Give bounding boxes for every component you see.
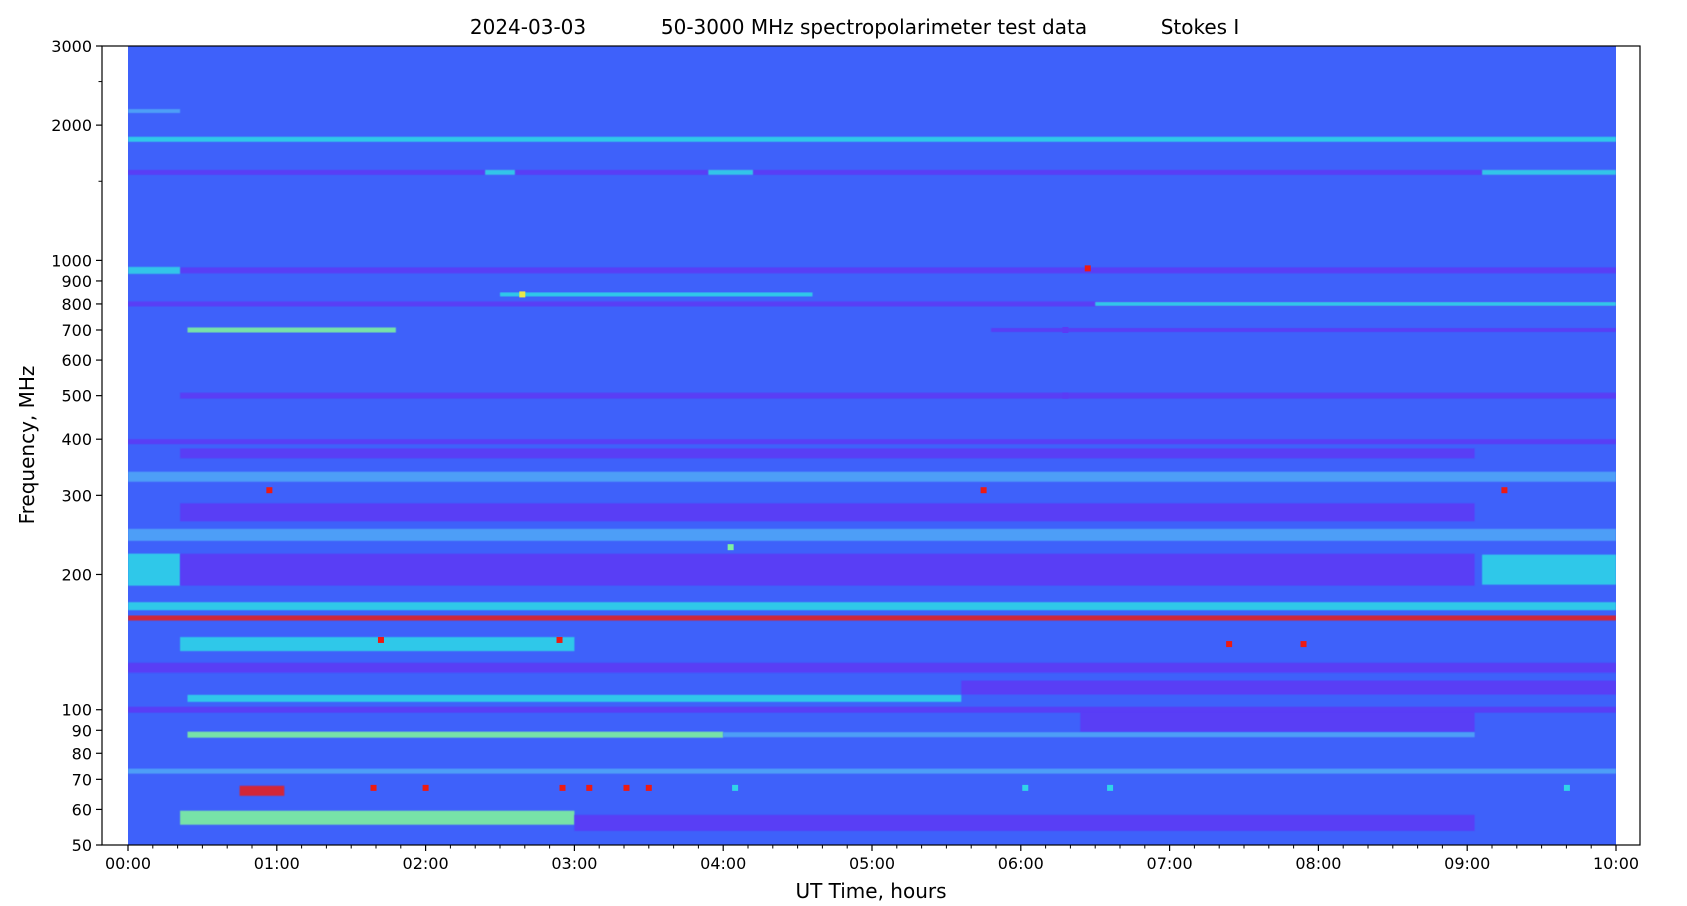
spectrogram-band — [961, 680, 1616, 695]
spectrogram-bands — [128, 109, 1616, 831]
spectrogram-spot — [1022, 784, 1029, 791]
y-tick-label: 800 — [61, 295, 92, 314]
y-axis-label: Frequency, MHz — [15, 366, 39, 525]
spectrogram-spot — [1062, 392, 1069, 399]
spectrogram-spot — [370, 784, 377, 791]
y-tick-label: 1000 — [51, 251, 92, 270]
spectrogram-band — [128, 662, 1616, 673]
spectrogram-band — [187, 694, 962, 702]
spectrogram-spot — [727, 544, 734, 551]
spectrogram-spot — [623, 784, 630, 791]
spectrogram-band — [180, 553, 1475, 586]
spectrogram-band — [991, 327, 1616, 332]
spectrogram-band — [128, 439, 1616, 445]
y-tick-label: 3000 — [51, 37, 92, 56]
spectrogram-band — [128, 553, 181, 586]
x-axis-label: UT Time, hours — [795, 879, 946, 903]
x-tick-label: 04:00 — [700, 854, 746, 873]
y-tick-label: 700 — [61, 321, 92, 340]
y-tick-label: 80 — [72, 744, 92, 763]
spectrogram-band — [187, 327, 396, 333]
y-tick-label: 100 — [61, 701, 92, 720]
x-tick-label: 10:00 — [1593, 854, 1639, 873]
spectrogram-band — [1080, 711, 1475, 732]
spectrogram-band — [128, 706, 1616, 713]
y-tick-label: 400 — [61, 430, 92, 449]
spectrogram-band — [180, 810, 575, 825]
chart-title-main: 50-3000 MHz spectropolarimeter test data — [661, 15, 1087, 39]
spectrogram-band — [180, 392, 1616, 399]
y-tick-label: 200 — [61, 565, 92, 584]
spectrogram-spot — [556, 636, 563, 643]
spectrogram-band — [180, 503, 1475, 522]
x-tick-label: 03:00 — [551, 854, 597, 873]
spectrogram-spot — [266, 487, 273, 494]
spectrogram-spot — [645, 784, 652, 791]
x-tick-label: 07:00 — [1147, 854, 1193, 873]
y-tick-label: 900 — [61, 272, 92, 291]
x-tick-label: 01:00 — [254, 854, 300, 873]
spectrogram-spot — [1563, 784, 1570, 791]
spectrogram-band — [1482, 169, 1616, 175]
x-axis: 00:00 01:00 02:00 03:00 04:00 05:00 06:00 07:00… — [105, 845, 1639, 873]
spectrogram-band — [187, 731, 724, 738]
spectrogram-spot — [1300, 641, 1307, 648]
y-tick-label: 50 — [72, 836, 92, 855]
spectrogram-image — [128, 46, 1616, 845]
x-tick-label: 00:00 — [105, 854, 151, 873]
spectrogram-band — [128, 768, 1616, 774]
spectrogram-spot — [1501, 487, 1508, 494]
spectrogram-band — [128, 301, 1616, 307]
spectrogram-spot — [519, 291, 526, 298]
spectrogram-spot — [586, 784, 593, 791]
spectrogram-spot — [980, 487, 987, 494]
spectrogram-spot — [732, 784, 739, 791]
x-tick-label: 06:00 — [998, 854, 1044, 873]
spectrogram-band — [128, 471, 1616, 482]
y-tick-label: 2000 — [51, 116, 92, 135]
spectrogram-spot — [422, 784, 429, 791]
spectrogram-band — [128, 109, 181, 114]
spectrogram-band — [180, 448, 1475, 459]
y-tick-label: 90 — [72, 721, 92, 740]
spectrogram-band — [128, 615, 1616, 621]
chart-title-stokes: Stokes I — [1161, 15, 1240, 39]
spectrogram-spot — [559, 784, 566, 791]
y-tick-label: 300 — [61, 486, 92, 505]
spectrogram-band — [708, 169, 753, 175]
spectrogram-band — [128, 136, 1616, 142]
spectrogram-spot — [1062, 326, 1069, 333]
spectrogram-band — [128, 169, 1616, 175]
spectrogram-spots — [266, 265, 1570, 791]
plot-frame — [101, 45, 1641, 846]
x-tick-label: 09:00 — [1444, 854, 1490, 873]
spectrogram-band — [128, 267, 1616, 274]
spectrogram-band — [180, 637, 575, 652]
spectrogram-spot — [1226, 641, 1233, 648]
spectrogram-band — [500, 292, 813, 297]
spectrogram-band — [1482, 554, 1616, 585]
spectrogram-band — [485, 169, 515, 175]
spectrogram-band — [723, 732, 1475, 738]
spectrogram-band — [128, 528, 1616, 541]
y-tick-label: 500 — [61, 387, 92, 406]
spectrogram-band — [128, 602, 1616, 611]
spectrogram-spot — [377, 636, 384, 643]
y-tick-label: 60 — [72, 800, 92, 819]
y-tick-label: 70 — [72, 770, 92, 789]
spectrogram-spot — [1107, 784, 1114, 791]
spectrogram-band — [574, 814, 1475, 831]
spectrogram-band — [1095, 301, 1616, 306]
x-tick-label: 08:00 — [1295, 854, 1341, 873]
y-tick-label: 600 — [61, 351, 92, 370]
chart-title-date: 2024-03-03 — [470, 15, 586, 39]
x-tick-label: 02:00 — [403, 854, 449, 873]
spectrogram-spot — [1084, 265, 1091, 272]
spectrogram-band — [239, 785, 285, 796]
x-tick-label: 05:00 — [849, 854, 895, 873]
spectrogram-band — [128, 266, 181, 274]
